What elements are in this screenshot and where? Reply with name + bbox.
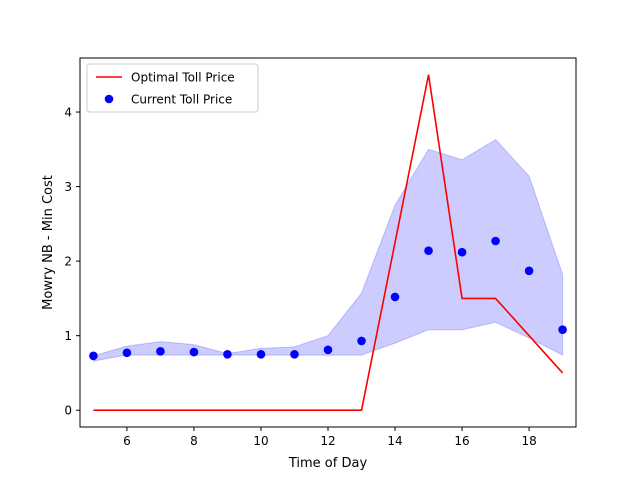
x-tick-label: 14 (387, 434, 402, 448)
current-toll-point (189, 347, 199, 357)
legend: Optimal Toll Price Current Toll Price (86, 63, 259, 113)
legend-label: Optimal Toll Price (131, 71, 235, 85)
x-tick-label: 16 (454, 434, 469, 448)
current-toll-point (89, 351, 98, 361)
x-axis: 6 8 10 12 14 16 18 (123, 427, 537, 448)
y-tick-label: 1 (64, 329, 72, 343)
current-toll-point (122, 348, 132, 358)
current-toll-point (256, 350, 266, 359)
x-tick-label: 18 (521, 434, 536, 448)
plot-area (79, 57, 577, 428)
current-toll-point (357, 336, 366, 346)
legend-marker-swatch (104, 94, 114, 104)
current-toll-point (491, 236, 500, 246)
current-toll-point (558, 325, 567, 335)
y-tick-label: 4 (64, 106, 72, 120)
current-toll-point (156, 347, 165, 356)
y-tick-label: 0 (64, 404, 72, 418)
y-axis: 0 1 2 3 4 (64, 106, 80, 418)
current-toll-point (290, 350, 299, 359)
legend-box (86, 63, 259, 113)
x-tick-label: 8 (190, 434, 198, 448)
y-tick-label: 3 (64, 180, 72, 194)
current-toll-point (223, 350, 232, 359)
y-tick-label: 2 (64, 255, 72, 269)
confidence-band (92, 138, 564, 362)
x-axis-label: Time of Day (288, 456, 368, 471)
x-tick-label: 12 (320, 434, 335, 448)
x-tick-label: 10 (253, 434, 268, 448)
legend-label: Current Toll Price (131, 93, 232, 107)
current-toll-point (424, 246, 433, 255)
current-toll-point (323, 345, 333, 355)
current-toll-point (457, 247, 467, 257)
current-toll-point (390, 292, 400, 302)
y-axis-label: Mowry NB - Min Cost (41, 175, 56, 310)
x-tick-label: 6 (123, 434, 131, 448)
optimal-toll-line (93, 74, 564, 412)
current-toll-point (524, 266, 534, 276)
